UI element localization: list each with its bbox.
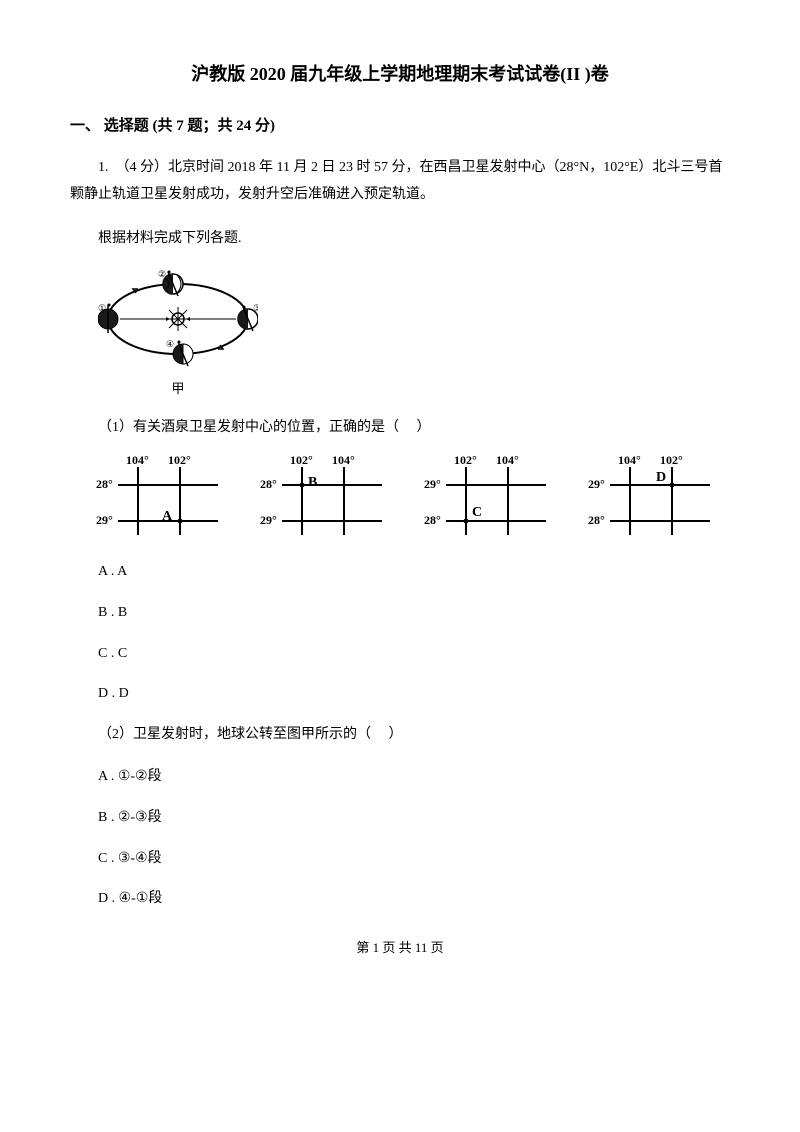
grid-d-top1: 104° xyxy=(618,453,641,468)
grid-a-left1: 28° xyxy=(96,477,113,492)
grid-c-top1: 102° xyxy=(454,453,477,468)
section-header: 一、 选择题 (共 7 题；共 24 分) xyxy=(70,114,730,135)
grid-d-top2: 102° xyxy=(660,453,683,468)
question-1-1-text: （1）有关酒泉卫星发射中心的位置，正确的是（ ） xyxy=(70,415,730,442)
q1-2-option-a: A . ①‐②段 xyxy=(70,764,730,791)
grid-option-b: 102° 104° 28° 29° B xyxy=(262,457,392,537)
grid-d-left2: 28° xyxy=(588,513,605,528)
question-1-prompt: 根据材料完成下列各题. xyxy=(70,226,730,253)
grid-c-left1: 29° xyxy=(424,477,441,492)
grid-d-marker: D xyxy=(656,470,666,486)
grid-b-left1: 28° xyxy=(260,477,277,492)
q1-2-option-d: D . ④‐①段 xyxy=(70,886,730,913)
grid-option-c: 102° 104° 29° 28° C xyxy=(426,457,556,537)
orbit-pos-3: ③ xyxy=(253,303,258,313)
grid-b-top2: 104° xyxy=(332,453,355,468)
orbit-diagram-label: 甲 xyxy=(98,378,258,397)
grid-a-marker: A xyxy=(162,509,172,525)
q1-1-option-a: A . A xyxy=(70,559,730,586)
grid-a-top1: 104° xyxy=(126,453,149,468)
orbit-pos-2: ② xyxy=(158,269,166,279)
question-1-intro: 1. （4 分）北京时间 2018 年 11 月 2 日 23 时 57 分，在… xyxy=(70,155,730,208)
orbit-pos-1: ① xyxy=(98,303,106,313)
grid-b-marker: B xyxy=(308,475,317,491)
grid-options-row: 104° 102° 28° 29° A 102° 104° 28° 29° B … xyxy=(98,457,720,537)
grid-option-d: 104° 102° 29° 28° D xyxy=(590,457,720,537)
grid-c-top2: 104° xyxy=(496,453,519,468)
grid-d-left1: 29° xyxy=(588,477,605,492)
grid-b-top1: 102° xyxy=(290,453,313,468)
question-1-2-text: （2）卫星发射时，地球公转至图甲所示的（ ） xyxy=(70,722,730,749)
grid-a-left2: 29° xyxy=(96,513,113,528)
orbit-diagram: ① ② ③ ④ xyxy=(98,269,730,374)
orbit-pos-4: ④ xyxy=(166,339,174,349)
q1-1-option-c: C . C xyxy=(70,641,730,668)
q1-1-option-b: B . B xyxy=(70,600,730,627)
page-footer: 第 1 页 共 11 页 xyxy=(70,937,730,956)
q1-2-option-c: C . ③‐④段 xyxy=(70,846,730,873)
q1-1-option-d: D . D xyxy=(70,681,730,708)
grid-option-a: 104° 102° 28° 29° A xyxy=(98,457,228,537)
q1-2-option-b: B . ②‐③段 xyxy=(70,805,730,832)
grid-c-marker: C xyxy=(472,505,482,521)
grid-b-left2: 29° xyxy=(260,513,277,528)
grid-c-left2: 28° xyxy=(424,513,441,528)
exam-title: 沪教版 2020 届九年级上学期地理期末考试试卷(II )卷 xyxy=(70,60,730,86)
grid-a-top2: 102° xyxy=(168,453,191,468)
